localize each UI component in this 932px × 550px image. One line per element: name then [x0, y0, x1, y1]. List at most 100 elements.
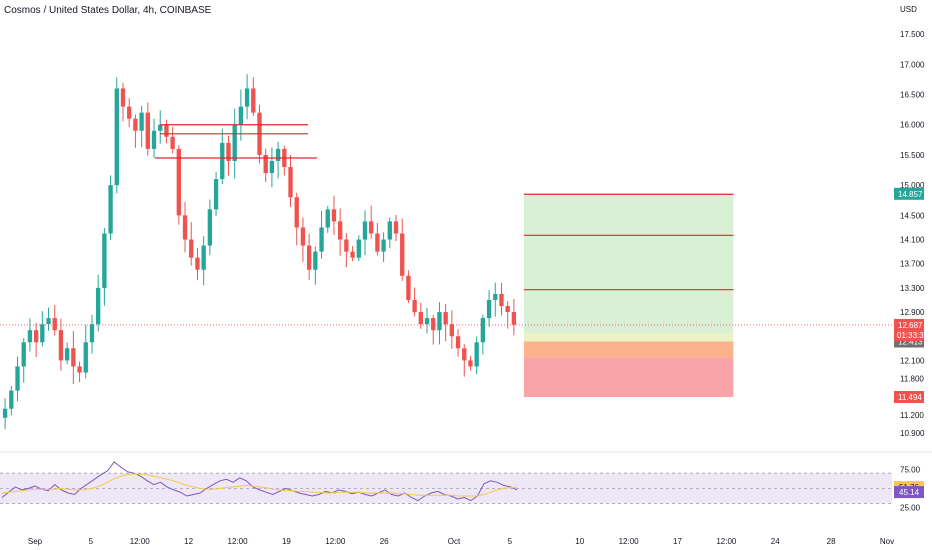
position-zones: [523, 193, 734, 398]
time-tick-label: 12:00: [325, 537, 346, 546]
candle-body: [418, 312, 423, 325]
price-tag-stop: [894, 391, 924, 404]
candle-body: [71, 348, 76, 367]
candle-body: [9, 390, 14, 409]
candle-body: [182, 215, 188, 240]
time-tick-label: 12:00: [619, 537, 640, 546]
candle-body: [64, 348, 70, 361]
candle-body: [15, 366, 20, 391]
time-tick-label: 12: [184, 537, 193, 546]
candle-body: [102, 233, 107, 288]
candle-body: [120, 88, 126, 107]
candle-body: [393, 221, 399, 234]
candle-body: [232, 124, 237, 161]
candle-body: [449, 324, 455, 337]
candle-body: [350, 251, 355, 258]
price-tag-text: 12.413: [898, 337, 923, 346]
price-tick-label: 16.500: [900, 91, 925, 100]
candle-body: [220, 142, 225, 180]
price-tick-label: 14.500: [900, 211, 925, 220]
candle-body: [294, 197, 299, 228]
candle-body: [505, 306, 510, 313]
candles: [2, 74, 517, 430]
candle-body: [325, 209, 330, 228]
candle-body: [33, 330, 39, 343]
candle-body: [313, 251, 318, 270]
time-tick-label: 17: [673, 537, 682, 546]
price-tick-label: 10.900: [900, 429, 925, 438]
price-tick-label: 11.200: [900, 411, 924, 420]
time-tick-label: 26: [380, 537, 389, 546]
zone-profit: [523, 193, 734, 334]
currency-label: USD: [900, 5, 917, 14]
time-tick-label: 5: [508, 537, 513, 546]
candle-body: [151, 130, 157, 149]
candle-body: [96, 287, 101, 325]
candle-body: [344, 239, 349, 252]
candle-body: [133, 118, 138, 131]
candle-body: [114, 88, 119, 186]
candle-body: [201, 245, 206, 270]
time-axis[interactable]: Sep 5 12:00 12 12:00 19 12:00 26 Oct 5 10 12:00 17 12…: [28, 537, 894, 546]
candle-body: [77, 366, 82, 373]
price-tag-text: 11.494: [898, 393, 922, 402]
candle-body: [480, 318, 486, 343]
price-axis[interactable]: 17.500 17.000 16.500 16.000 15.500 15.000 14.5…: [894, 30, 929, 438]
candle-body: [263, 154, 268, 174]
candle-body: [474, 342, 479, 367]
candle-body: [164, 124, 169, 137]
rsi-tick-label: 75.00: [900, 465, 921, 474]
time-tick-label: Nov: [880, 537, 894, 546]
candle-body: [337, 221, 343, 240]
candle-body: [244, 88, 250, 107]
rsi-line: [1, 461, 518, 502]
candle-body: [375, 233, 380, 252]
horizontal-levels[interactable]: [155, 124, 734, 291]
candle-body: [499, 293, 504, 307]
time-tick-label: 12:00: [130, 537, 151, 546]
zone-entry: [523, 341, 734, 358]
candle-body: [424, 318, 430, 325]
candle-body: [58, 330, 64, 361]
time-tick-label: Sep: [28, 537, 43, 546]
chart-title: Cosmos / United States Dollar, 4h, COINB…: [4, 5, 212, 16]
candle-body: [207, 209, 213, 246]
time-tick-label: 28: [827, 537, 836, 546]
candle-body: [238, 106, 244, 125]
candle-body: [406, 275, 411, 300]
candle-body: [412, 299, 417, 313]
candle-body: [269, 160, 275, 174]
time-tick-label: Oct: [448, 537, 461, 546]
time-tick-label: 10: [575, 537, 584, 546]
candle-body: [170, 136, 175, 149]
candle-body: [356, 239, 361, 258]
price-tick-label: 11.800: [900, 375, 924, 384]
candle-body: [46, 318, 51, 325]
candle-body: [443, 312, 448, 325]
candle-body: [21, 342, 26, 367]
candle-body: [306, 245, 312, 270]
price-tick-label: 16.000: [900, 121, 925, 130]
price-tick-label: 17.500: [900, 30, 925, 39]
current-price-tag: [894, 318, 924, 341]
candle-body: [331, 209, 337, 222]
candle-body: [400, 233, 405, 276]
candle-body: [511, 312, 517, 325]
candle-body: [362, 221, 368, 240]
time-tick-label: 12:00: [228, 537, 249, 546]
candle-body: [139, 112, 144, 131]
countdown-text: 01:33:30: [897, 331, 929, 340]
candle-body: [89, 324, 95, 343]
price-tag-text: 14.857: [898, 190, 923, 199]
price-tick-label: 15.000: [900, 181, 925, 190]
price-tick-label: 12.900: [900, 308, 925, 317]
candle-body: [52, 318, 57, 331]
candle-body: [2, 408, 8, 418]
zone-loss: [523, 357, 734, 398]
candle-body: [195, 257, 200, 270]
candle-body: [213, 179, 219, 210]
price-tag-target: [894, 187, 924, 200]
candle-body: [251, 88, 256, 113]
price-tick-label: 15.500: [900, 151, 925, 160]
